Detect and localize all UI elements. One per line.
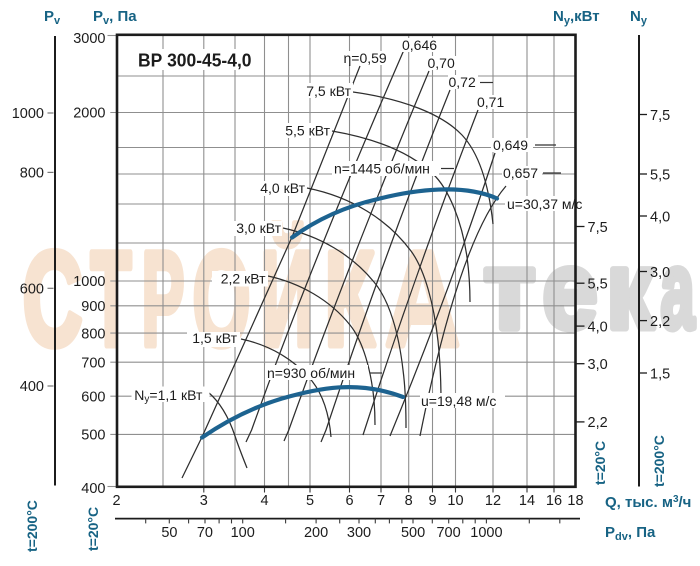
- svg-text:а: а: [661, 229, 695, 352]
- svg-text:2: 2: [112, 493, 120, 509]
- svg-text:t=20°C: t=20°C: [85, 507, 101, 551]
- svg-text:Nу,кВт: Nу,кВт: [553, 8, 600, 27]
- svg-text:2,2 кВт: 2,2 кВт: [221, 271, 266, 287]
- svg-text:400: 400: [81, 481, 105, 497]
- svg-text:О: О: [193, 225, 251, 374]
- svg-text:Q, тыс. м3/ч: Q, тыс. м3/ч: [605, 494, 691, 511]
- svg-text:7,5: 7,5: [588, 220, 608, 236]
- svg-text:900: 900: [81, 299, 105, 315]
- svg-text:700: 700: [81, 355, 105, 371]
- svg-text:u=19,48 м/с: u=19,48 м/с: [421, 393, 496, 409]
- svg-text:16: 16: [546, 493, 562, 509]
- svg-text:Pv, Па: Pv, Па: [93, 8, 137, 27]
- svg-text:n=930 об/мин: n=930 об/мин: [267, 365, 355, 381]
- svg-text:12: 12: [485, 493, 501, 509]
- svg-text:10: 10: [447, 493, 463, 509]
- svg-text:3: 3: [200, 493, 208, 509]
- svg-text:800: 800: [20, 165, 44, 181]
- svg-text:3,0 кВт: 3,0 кВт: [236, 220, 281, 236]
- svg-text:4,0: 4,0: [650, 209, 670, 225]
- svg-text:600: 600: [81, 389, 105, 405]
- svg-text:Pdv, Па: Pdv, Па: [605, 524, 656, 543]
- svg-text:Й: Й: [261, 224, 314, 374]
- svg-text:3000: 3000: [73, 31, 105, 47]
- svg-text:600: 600: [20, 281, 44, 297]
- svg-text:7,5 кВт: 7,5 кВт: [306, 83, 351, 99]
- svg-text:е: е: [543, 229, 598, 352]
- svg-text:5: 5: [306, 493, 314, 509]
- svg-text:1,5 кВт: 1,5 кВт: [192, 330, 237, 346]
- svg-text:700: 700: [436, 525, 460, 541]
- svg-text:1000: 1000: [12, 106, 44, 122]
- svg-text:2000: 2000: [73, 106, 105, 122]
- svg-text:к: к: [607, 229, 655, 352]
- svg-text:2,2: 2,2: [588, 415, 608, 431]
- svg-text:200: 200: [304, 525, 328, 541]
- svg-text:0,646: 0,646: [402, 37, 437, 53]
- svg-text:18: 18: [567, 493, 583, 509]
- svg-text:100: 100: [231, 525, 255, 541]
- svg-text:70: 70: [197, 525, 213, 541]
- svg-text:t=20°C: t=20°C: [592, 441, 608, 485]
- svg-text:500: 500: [81, 428, 105, 444]
- svg-text:Т: Т: [91, 225, 132, 374]
- svg-text:800: 800: [81, 326, 105, 342]
- svg-text:5,5: 5,5: [588, 277, 608, 293]
- svg-text:t=200°C: t=200°C: [651, 435, 667, 487]
- svg-text:0,72: 0,72: [449, 74, 476, 90]
- svg-text:9: 9: [428, 493, 436, 509]
- svg-text:4,0 кВт: 4,0 кВт: [260, 180, 305, 196]
- svg-text:3,0: 3,0: [650, 265, 670, 281]
- svg-text:0,70: 0,70: [428, 55, 455, 71]
- svg-text:0,657: 0,657: [503, 165, 538, 181]
- svg-text:t=200°C: t=200°C: [24, 500, 40, 552]
- svg-text:5,5 кВт: 5,5 кВт: [285, 123, 330, 139]
- svg-text:0,71: 0,71: [477, 94, 504, 110]
- svg-text:3,0: 3,0: [588, 357, 608, 373]
- svg-text:4,0: 4,0: [588, 319, 608, 335]
- svg-text:8: 8: [405, 493, 413, 509]
- svg-text:1000: 1000: [470, 525, 502, 541]
- svg-text:300: 300: [347, 525, 371, 541]
- svg-text:С: С: [23, 225, 83, 374]
- svg-text:1,5: 1,5: [650, 366, 670, 382]
- svg-text:ВР 300-45-4,0: ВР 300-45-4,0: [138, 50, 252, 71]
- svg-text:0,649: 0,649: [493, 137, 528, 153]
- svg-text:14: 14: [519, 493, 535, 509]
- svg-text:400: 400: [20, 379, 44, 395]
- svg-text:5,5: 5,5: [650, 167, 670, 183]
- svg-text:2,2: 2,2: [650, 314, 670, 330]
- svg-text:1000: 1000: [73, 274, 105, 290]
- svg-text:η=0,59: η=0,59: [344, 50, 387, 66]
- svg-text:4: 4: [260, 493, 268, 509]
- svg-text:6: 6: [345, 493, 353, 509]
- svg-text:n=1445 об/мин: n=1445 об/мин: [334, 161, 430, 177]
- svg-text:500: 500: [401, 525, 425, 541]
- svg-text:Nу=1,1 кВт: Nу=1,1 кВт: [134, 387, 203, 405]
- svg-text:u=30,37 м/с: u=30,37 м/с: [507, 196, 582, 212]
- svg-text:7: 7: [377, 493, 385, 509]
- svg-text:50: 50: [161, 525, 177, 541]
- svg-text:7,5: 7,5: [650, 108, 670, 124]
- svg-text:А: А: [386, 225, 460, 374]
